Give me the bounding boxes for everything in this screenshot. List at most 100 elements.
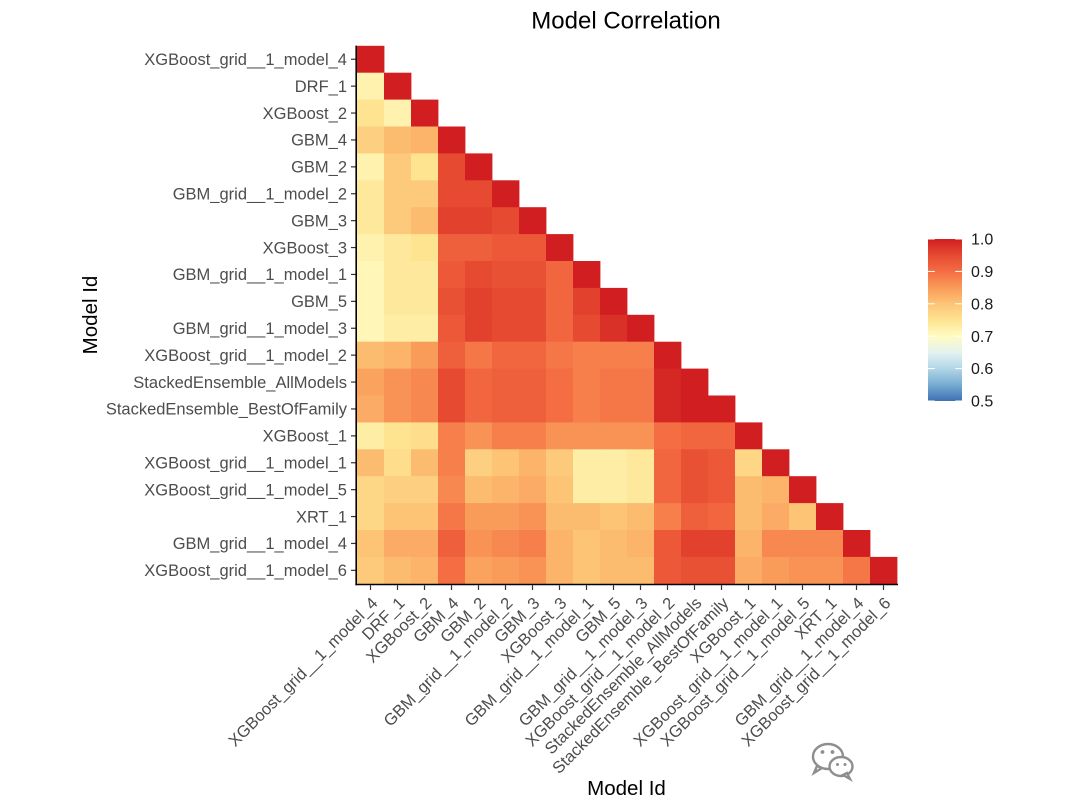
heatmap-cell xyxy=(438,261,466,289)
heatmap-cell xyxy=(384,314,412,343)
heatmap-cell xyxy=(789,530,817,558)
heatmap-cell xyxy=(627,476,655,504)
heatmap-cell xyxy=(438,153,466,181)
heatmap-cell xyxy=(357,368,385,396)
heatmap-cell xyxy=(357,99,385,127)
heatmap-cell xyxy=(546,476,574,504)
heatmap-cell xyxy=(357,126,385,154)
heatmap-cell xyxy=(546,341,574,369)
heatmap-cell xyxy=(411,476,439,504)
heatmap-cell xyxy=(600,422,628,450)
heatmap-cell xyxy=(573,530,601,558)
heatmap-cell xyxy=(438,180,466,208)
heatmap-cell xyxy=(843,556,871,585)
heatmap-cell xyxy=(384,261,412,289)
heatmap-cell xyxy=(384,72,412,100)
heatmap-cell xyxy=(627,395,655,423)
heatmap-cell xyxy=(438,503,466,531)
heatmap-cell xyxy=(573,449,601,477)
heatmap-cell xyxy=(411,341,439,369)
heatmap-cell xyxy=(357,341,385,369)
heatmap-cell xyxy=(546,314,574,343)
heatmap-cell xyxy=(519,530,547,558)
heatmap-cell xyxy=(357,234,385,262)
heatmap-cell xyxy=(573,503,601,531)
y-tick-label: XGBoost_grid__1_model_1 xyxy=(144,455,347,473)
heatmap-cell xyxy=(357,153,385,181)
heatmap-cell xyxy=(681,503,709,531)
heatmap-cell xyxy=(654,395,682,423)
heatmap-cell xyxy=(816,556,844,585)
heatmap-cell xyxy=(519,476,547,504)
heatmap-cell xyxy=(411,180,439,208)
heatmap-cell xyxy=(681,395,709,423)
heatmap-cell xyxy=(357,314,385,343)
heatmap-cell xyxy=(735,476,763,504)
heatmap-cell xyxy=(627,368,655,396)
y-tick-label: XGBoost_2 xyxy=(263,105,347,123)
heatmap-cell xyxy=(519,314,547,343)
y-tick-label: StackedEnsemble_AllModels xyxy=(133,374,347,392)
heatmap-cell xyxy=(357,180,385,208)
heatmap-cell xyxy=(492,503,520,531)
heatmap-cell xyxy=(708,449,736,477)
heatmap-cell xyxy=(492,207,520,235)
heatmap-cell xyxy=(465,180,493,208)
y-tick-label: XGBoost_grid__1_model_2 xyxy=(144,347,347,365)
heatmap-cell xyxy=(735,530,763,558)
heatmap-cell xyxy=(411,422,439,450)
heatmap-cell xyxy=(465,314,493,343)
heatmap-cell xyxy=(843,530,871,558)
axes xyxy=(355,45,898,586)
heatmap-cell xyxy=(600,287,628,316)
heatmap-cell xyxy=(519,341,547,369)
legend-label: 0.5 xyxy=(971,394,993,411)
legend-label: 0.6 xyxy=(971,361,993,378)
y-axis-title: Model Id xyxy=(79,276,102,355)
heatmap-cell xyxy=(438,234,466,262)
heatmap-cell xyxy=(600,530,628,558)
heatmap-cell xyxy=(627,503,655,531)
heatmap-cell xyxy=(546,368,574,396)
heatmap-cell xyxy=(465,422,493,450)
y-tick-label: GBM_grid__1_model_1 xyxy=(173,266,347,284)
heatmap-cell xyxy=(654,449,682,477)
heatmap-cell xyxy=(492,449,520,477)
heatmap-cell xyxy=(465,368,493,396)
chart-title: Model Correlation xyxy=(531,8,720,35)
heatmap-cell xyxy=(384,207,412,235)
heatmap-cell xyxy=(546,530,574,558)
heatmap-cell xyxy=(600,314,628,343)
y-tick-label: XGBoost_grid__1_model_6 xyxy=(144,562,347,580)
y-tick-label: StackedEnsemble_BestOfFamily xyxy=(106,401,348,419)
y-tick-label: GBM_3 xyxy=(291,212,347,230)
heatmap-cell xyxy=(573,422,601,450)
heatmap-cell xyxy=(465,153,493,181)
heatmap-cell xyxy=(465,395,493,423)
heatmap-cell xyxy=(600,341,628,369)
heatmap-cell xyxy=(465,261,493,289)
heatmap-cell xyxy=(357,556,385,585)
heatmap-cell xyxy=(546,449,574,477)
heatmap-cell xyxy=(357,72,385,100)
legend-label: 1.0 xyxy=(971,232,993,249)
heatmap-cell xyxy=(600,503,628,531)
heatmap-cell xyxy=(384,341,412,369)
heatmap-cell xyxy=(600,476,628,504)
heatmap-cell xyxy=(357,530,385,558)
heatmap-cell xyxy=(519,503,547,531)
heatmap-cell xyxy=(357,207,385,235)
heatmap-cell xyxy=(546,287,574,316)
heatmap-cell xyxy=(411,153,439,181)
heatmap-cell xyxy=(600,556,628,585)
heatmap-cell xyxy=(573,314,601,343)
heatmap-cell xyxy=(573,556,601,585)
heatmap-cell xyxy=(492,556,520,585)
heatmap-cell xyxy=(492,261,520,289)
heatmap-cell xyxy=(411,261,439,289)
heatmap-cell xyxy=(438,314,466,343)
heatmap-cell xyxy=(573,261,601,289)
heatmap-cell xyxy=(492,530,520,558)
heatmap-cell xyxy=(546,261,574,289)
heatmap-cell xyxy=(357,422,385,450)
